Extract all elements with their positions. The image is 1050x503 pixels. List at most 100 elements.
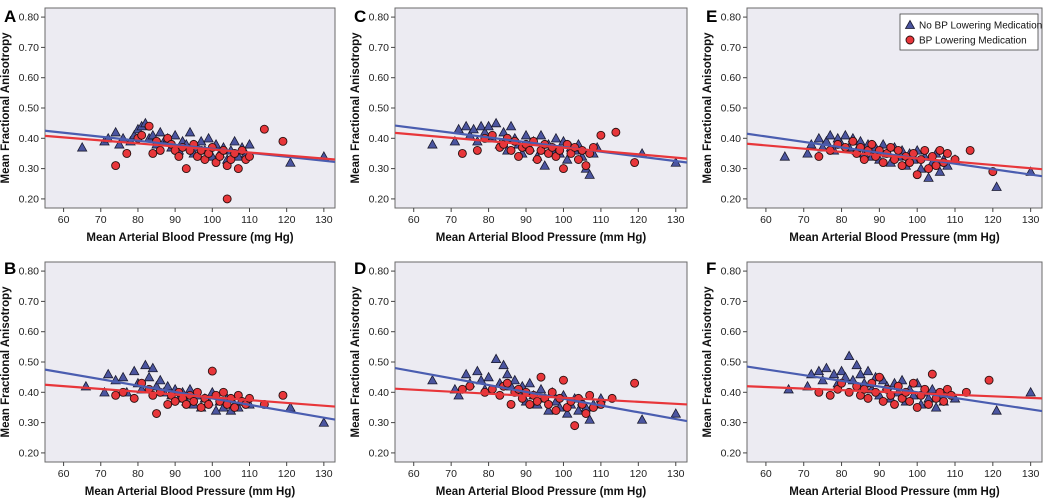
plot-area bbox=[746, 261, 1043, 463]
x-tick-label: 90 bbox=[520, 468, 532, 480]
data-point-circle bbox=[912, 403, 922, 412]
y-tick-label: 0.60 bbox=[19, 72, 40, 84]
data-point-triangle bbox=[821, 362, 832, 373]
y-tick-label: 0.50 bbox=[721, 357, 742, 369]
data-marks bbox=[45, 117, 335, 204]
data-point-triangle bbox=[877, 138, 889, 149]
data-point-circle bbox=[920, 145, 930, 155]
data-point-circle bbox=[181, 399, 191, 409]
fit-line-medication bbox=[395, 131, 687, 160]
y-tick-label: 0.50 bbox=[19, 357, 40, 369]
data-point-circle bbox=[170, 396, 180, 406]
data-point-circle bbox=[544, 399, 553, 409]
plot-area bbox=[394, 7, 688, 209]
fit-line-medication bbox=[45, 134, 335, 161]
y-tick-label: 0.20 bbox=[369, 193, 390, 205]
data-point-circle bbox=[939, 396, 949, 406]
data-point-circle bbox=[222, 194, 232, 204]
data-point-triangle bbox=[539, 160, 551, 170]
data-point-circle bbox=[189, 396, 199, 406]
data-point-triangle bbox=[862, 365, 874, 376]
data-point-circle bbox=[897, 161, 907, 171]
legend-triangle-marker bbox=[904, 19, 916, 29]
data-point-circle bbox=[942, 149, 952, 158]
x-tick-label: 130 bbox=[667, 214, 685, 226]
data-marks bbox=[45, 359, 335, 427]
data-point-triangle bbox=[908, 389, 919, 400]
data-point-triangle bbox=[114, 138, 125, 149]
data-point-triangle bbox=[475, 120, 487, 131]
x-tick-label: 60 bbox=[760, 214, 772, 226]
x-tick-label: 130 bbox=[667, 468, 685, 480]
data-point-circle bbox=[532, 396, 542, 406]
panel-letter-a: A bbox=[4, 7, 16, 26]
data-point-triangle bbox=[779, 151, 791, 161]
y-axis-label: Mean Fractional Anisotropy bbox=[702, 32, 714, 184]
y-tick-label: 0.60 bbox=[721, 72, 742, 84]
data-point-circle bbox=[163, 399, 173, 409]
data-point-triangle bbox=[285, 157, 296, 167]
y-tick-label: 0.70 bbox=[19, 42, 40, 54]
data-point-circle bbox=[506, 145, 516, 155]
fit-line-medication bbox=[747, 142, 1042, 171]
y-tick-label: 0.80 bbox=[19, 12, 40, 24]
fit-line-medication bbox=[395, 387, 687, 406]
data-point-circle bbox=[219, 387, 228, 397]
y-tick-label: 0.70 bbox=[19, 296, 40, 308]
data-point-circle bbox=[965, 145, 975, 155]
data-point-triangle bbox=[490, 117, 502, 128]
x-axis-label: Mean Arterial Blood Pressure (mm Hg) bbox=[436, 232, 647, 244]
x-tick-label: 120 bbox=[630, 468, 648, 480]
x-tick-label: 80 bbox=[132, 214, 144, 226]
y-tick-label: 0.80 bbox=[721, 266, 742, 278]
x-tick-label: 100 bbox=[555, 214, 573, 226]
data-point-circle bbox=[630, 158, 640, 167]
x-tick-label: 120 bbox=[278, 468, 296, 480]
data-point-circle bbox=[472, 145, 482, 155]
data-point-circle bbox=[924, 164, 933, 174]
x-tick-label: 90 bbox=[874, 468, 886, 480]
data-point-circle bbox=[559, 375, 568, 385]
panel-letter-e: E bbox=[706, 7, 717, 26]
data-point-triangle bbox=[851, 359, 862, 370]
fit-line-medication bbox=[747, 385, 1042, 400]
data-point-circle bbox=[863, 393, 873, 403]
x-axis-label: Mean Arterial Blood Pressure (mm Hg) bbox=[789, 232, 1000, 244]
fit-line-no-medication bbox=[395, 366, 687, 423]
x-tick-label: 90 bbox=[169, 214, 181, 226]
panel-letter-b: B bbox=[4, 259, 16, 278]
data-point-circle bbox=[155, 145, 165, 155]
data-point-triangle bbox=[427, 138, 438, 149]
y-tick-label: 0.20 bbox=[721, 447, 742, 459]
data-point-circle bbox=[148, 149, 158, 158]
x-tick-label: 70 bbox=[798, 468, 810, 480]
legend-label: No BP Lowering Medication bbox=[919, 21, 1042, 32]
data-point-triangle bbox=[453, 389, 464, 400]
x-axis-label: Mean Arterial Blood Pressure (mm Hg) bbox=[436, 486, 647, 498]
data-point-triangle bbox=[505, 120, 517, 131]
plot-area bbox=[44, 261, 336, 463]
data-point-circle bbox=[581, 161, 591, 171]
x-tick-label: 100 bbox=[908, 468, 926, 480]
data-point-circle bbox=[551, 406, 561, 415]
data-point-triangle bbox=[154, 126, 166, 137]
data-point-circle bbox=[536, 372, 546, 382]
data-point-circle bbox=[230, 403, 240, 412]
data-point-triangle bbox=[584, 169, 595, 179]
data-point-circle bbox=[129, 393, 139, 403]
y-axis-label: Mean Fractional Anisotropy bbox=[702, 286, 714, 438]
data-marks bbox=[395, 353, 687, 431]
legend-box bbox=[899, 13, 1039, 51]
data-point-circle bbox=[152, 409, 161, 418]
data-point-triangle bbox=[427, 374, 438, 385]
data-point-triangle bbox=[813, 132, 825, 143]
x-tick-label: 110 bbox=[947, 214, 964, 226]
y-tick-label: 0.70 bbox=[369, 42, 390, 54]
y-tick-label: 0.70 bbox=[721, 42, 742, 54]
data-point-triangle bbox=[460, 368, 472, 379]
data-point-circle bbox=[278, 390, 288, 400]
data-point-circle bbox=[506, 399, 516, 409]
data-point-circle bbox=[570, 421, 580, 431]
panel-e: E 0.20 0.30 0.40 0.50 0.60 0.70 0.80 60 70 80 90 100… bbox=[702, 7, 1043, 244]
